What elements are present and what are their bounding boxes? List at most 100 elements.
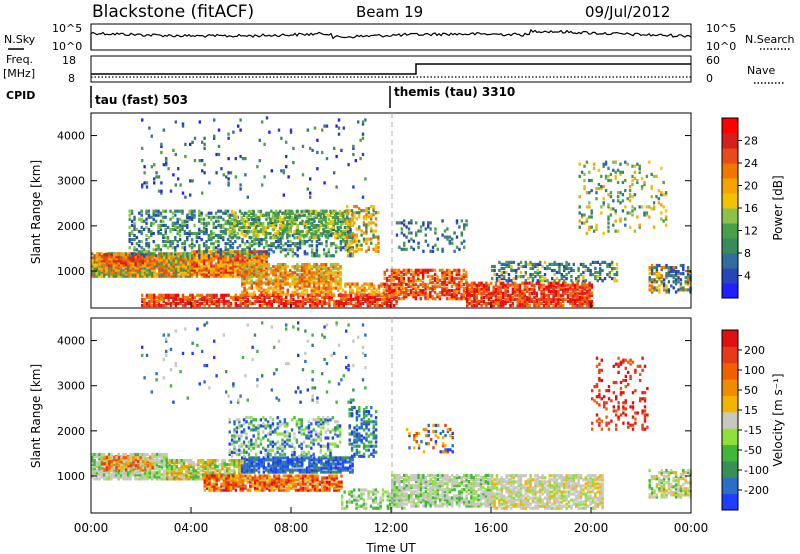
heatmap-cell bbox=[667, 270, 671, 274]
heatmap-cell bbox=[212, 231, 215, 236]
heatmap-cell bbox=[153, 258, 156, 262]
heatmap-cell bbox=[377, 211, 380, 215]
heatmap-cell bbox=[224, 268, 227, 272]
heatmap-cell bbox=[421, 280, 425, 285]
heatmap-cell bbox=[473, 293, 476, 297]
heatmap-cell bbox=[473, 297, 476, 301]
heatmap-cell bbox=[296, 215, 299, 219]
heatmap-cell bbox=[417, 229, 420, 233]
heatmap-cell bbox=[339, 286, 342, 290]
heatmap-cell bbox=[369, 297, 372, 301]
heatmap-cell bbox=[190, 215, 194, 219]
heatmap-cell bbox=[100, 270, 103, 274]
heatmap-cell bbox=[219, 223, 223, 227]
heatmap-cell bbox=[266, 215, 270, 220]
heatmap-cell bbox=[235, 236, 239, 240]
heatmap-cell bbox=[611, 268, 614, 273]
heatmap-cell bbox=[465, 274, 468, 278]
heatmap-cell bbox=[229, 246, 232, 250]
heatmap-cell bbox=[581, 303, 584, 308]
heatmap-cell bbox=[202, 244, 206, 248]
heatmap-cell bbox=[238, 209, 242, 213]
heatmap-cell bbox=[133, 227, 136, 231]
heatmap-cell bbox=[419, 291, 422, 295]
heatmap-cell bbox=[526, 295, 529, 299]
heatmap-cell bbox=[397, 278, 401, 282]
heatmap-cell bbox=[95, 272, 99, 276]
heatmap-cell bbox=[230, 232, 234, 236]
heatmap-cell bbox=[242, 224, 246, 228]
heatmap-cell bbox=[621, 193, 625, 197]
heatmap-cell bbox=[526, 285, 529, 289]
heatmap-cell bbox=[202, 223, 206, 227]
heatmap-cell bbox=[263, 250, 266, 254]
heatmap-cell bbox=[665, 266, 668, 270]
heatmap-cell bbox=[226, 213, 230, 217]
heatmap-cell bbox=[165, 272, 168, 276]
heatmap-cell bbox=[499, 301, 502, 306]
heatmap-cell bbox=[325, 267, 328, 271]
heatmap-cell bbox=[267, 265, 270, 269]
heatmap-cell bbox=[142, 219, 146, 223]
heatmap-cell bbox=[214, 240, 218, 244]
heatmap-cell bbox=[182, 254, 185, 258]
heatmap-cell bbox=[301, 290, 304, 294]
heatmap-cell bbox=[222, 231, 225, 236]
heatmap-cell bbox=[565, 277, 568, 281]
heatmap-cell bbox=[329, 277, 333, 281]
heatmap-cell bbox=[141, 261, 145, 265]
heatmap-cell bbox=[468, 293, 471, 297]
heatmap-cell bbox=[337, 269, 340, 273]
heatmap-cell bbox=[419, 270, 422, 274]
heatmap-cell bbox=[229, 272, 232, 276]
heatmap-cell bbox=[431, 297, 434, 301]
heatmap-cell bbox=[136, 259, 140, 263]
heatmap-cell bbox=[374, 249, 378, 253]
heatmap-cell bbox=[187, 256, 190, 260]
heatmap-cell bbox=[174, 254, 177, 258]
heatmap-cell bbox=[518, 293, 522, 297]
heatmap-cell bbox=[337, 217, 340, 221]
heatmap-cell bbox=[332, 277, 335, 281]
heatmap-cell bbox=[195, 258, 199, 262]
heatmap-cell bbox=[158, 266, 161, 270]
heatmap-cell bbox=[213, 295, 216, 299]
heatmap-cell bbox=[336, 232, 339, 236]
heatmap-cell bbox=[124, 272, 127, 276]
heatmap-cell bbox=[558, 266, 561, 271]
heatmap-cell bbox=[283, 230, 287, 234]
heatmap-cell bbox=[265, 211, 268, 215]
heatmap-cell bbox=[237, 295, 240, 299]
heatmap-cell bbox=[470, 303, 474, 308]
heatmap-cell bbox=[146, 274, 149, 278]
heatmap-cell bbox=[309, 177, 312, 181]
heatmap-cell bbox=[124, 266, 127, 270]
heatmap-cell bbox=[686, 272, 690, 276]
heatmap-cell bbox=[441, 274, 444, 278]
heatmap-cell bbox=[314, 213, 318, 217]
heatmap-cell bbox=[254, 226, 258, 230]
heatmap-cell bbox=[187, 268, 190, 272]
heatmap-cell bbox=[310, 267, 313, 271]
heatmap-cell bbox=[191, 303, 194, 308]
heatmap-cell bbox=[571, 295, 574, 299]
heatmap-cell bbox=[344, 244, 347, 248]
heatmap-cell bbox=[350, 209, 354, 213]
heatmap-cell bbox=[212, 254, 215, 258]
heatmap-cell bbox=[407, 227, 411, 231]
heatmap-cell bbox=[157, 231, 160, 236]
heatmap-cell bbox=[554, 297, 558, 301]
heatmap-cell bbox=[640, 187, 644, 191]
heatmap-cell bbox=[562, 287, 565, 291]
heatmap-cell bbox=[536, 268, 539, 273]
heatmap-cell bbox=[511, 301, 514, 306]
heatmap-cell bbox=[335, 301, 338, 306]
heatmap-cell bbox=[160, 303, 163, 308]
heatmap-cell bbox=[475, 287, 478, 291]
heatmap-cell bbox=[499, 281, 502, 285]
heatmap-cell bbox=[638, 225, 641, 229]
heatmap-cell bbox=[245, 234, 248, 238]
heatmap-cell bbox=[421, 282, 425, 287]
heatmap-cell bbox=[122, 261, 125, 265]
heatmap-cell bbox=[602, 231, 605, 235]
